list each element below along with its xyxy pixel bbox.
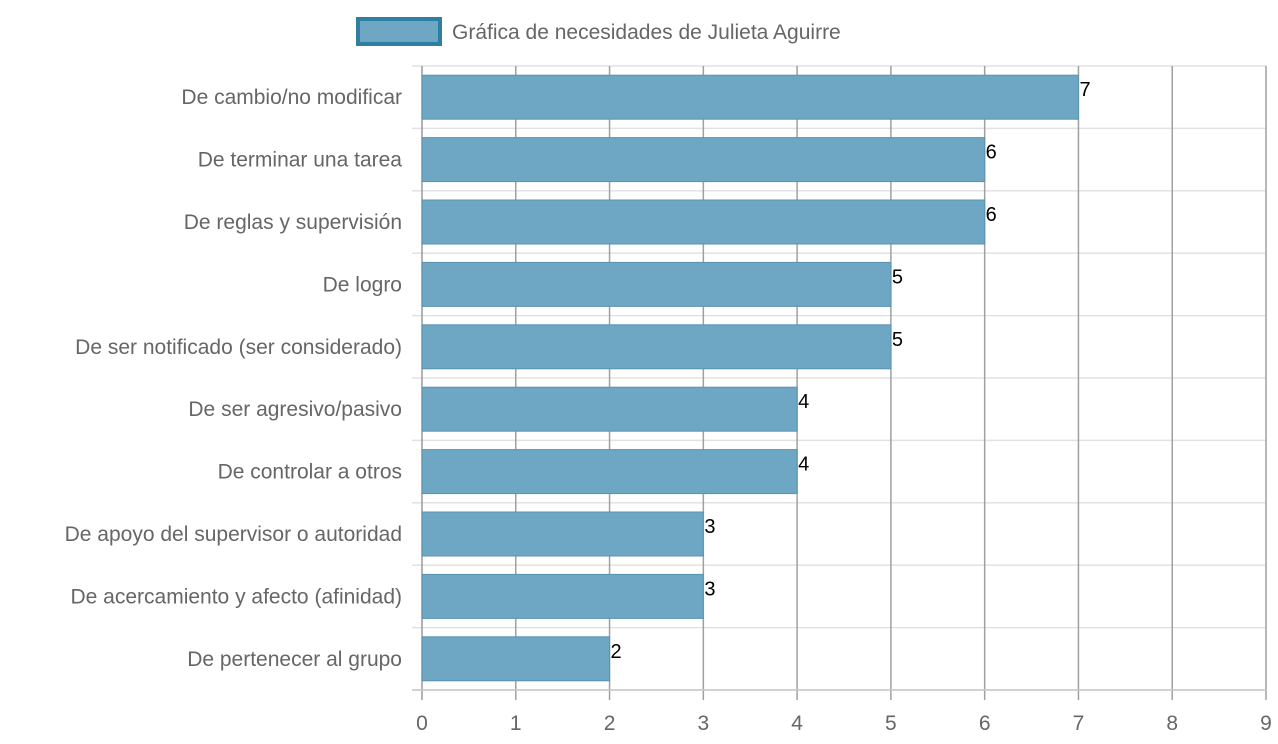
bar[interactable] [421, 137, 986, 183]
category-label: De ser notificado (ser considerado) [75, 336, 402, 359]
category-label: De controlar a otros [218, 461, 402, 484]
x-axis: 0 1 2 3 4 5 6 7 8 9 [412, 689, 1272, 735]
category-labels: De cambio/no modificar De terminar una ta… [65, 86, 403, 671]
x-tick-label: 6 [979, 712, 991, 735]
x-tick-label: 8 [1166, 712, 1178, 735]
category-label: De pertenecer al grupo [187, 648, 402, 671]
x-tick-label: 7 [1073, 712, 1085, 735]
legend-swatch [356, 17, 442, 46]
data-label: 6 [986, 142, 997, 164]
category-label: De acercamiento y afecto (afinidad) [71, 585, 403, 608]
category-label: De ser agresivo/pasivo [188, 398, 402, 421]
bar[interactable] [421, 324, 892, 370]
legend[interactable]: Gráfica de necesidades de Julieta Aguirr… [356, 17, 841, 46]
data-label: 3 [704, 578, 715, 600]
bar[interactable] [421, 636, 611, 682]
data-label: 4 [798, 391, 809, 413]
data-label: 7 [1079, 79, 1090, 101]
legend-label: Gráfica de necesidades de Julieta Aguirr… [452, 21, 841, 44]
x-tick-label: 3 [697, 712, 709, 735]
value-labels: 7 6 6 5 5 4 4 3 3 2 [611, 79, 1091, 663]
category-label: De cambio/no modificar [181, 86, 402, 109]
x-tick-label: 4 [791, 712, 803, 735]
bar[interactable] [421, 386, 798, 432]
x-tick-label: 0 [416, 712, 428, 735]
bar[interactable] [421, 199, 986, 245]
bar[interactable] [421, 573, 704, 619]
x-tick-label: 1 [510, 712, 522, 735]
category-label: De logro [323, 273, 402, 296]
data-label: 2 [611, 641, 622, 663]
data-label: 5 [892, 266, 903, 288]
bar[interactable] [421, 449, 798, 495]
data-label: 6 [986, 204, 997, 226]
bar[interactable] [421, 511, 704, 557]
x-tick-label: 5 [885, 712, 897, 735]
x-tick-label: 9 [1260, 712, 1272, 735]
bar[interactable] [421, 261, 892, 307]
x-tick-label: 2 [604, 712, 616, 735]
data-label: 3 [704, 516, 715, 538]
data-label: 4 [798, 454, 809, 476]
category-label: De apoyo del supervisor o autoridad [65, 523, 402, 546]
data-label: 5 [892, 329, 903, 351]
category-label: De reglas y supervisión [184, 211, 402, 234]
bar[interactable] [421, 74, 1079, 120]
category-label: De terminar una tarea [198, 149, 403, 172]
bars [421, 74, 1079, 682]
